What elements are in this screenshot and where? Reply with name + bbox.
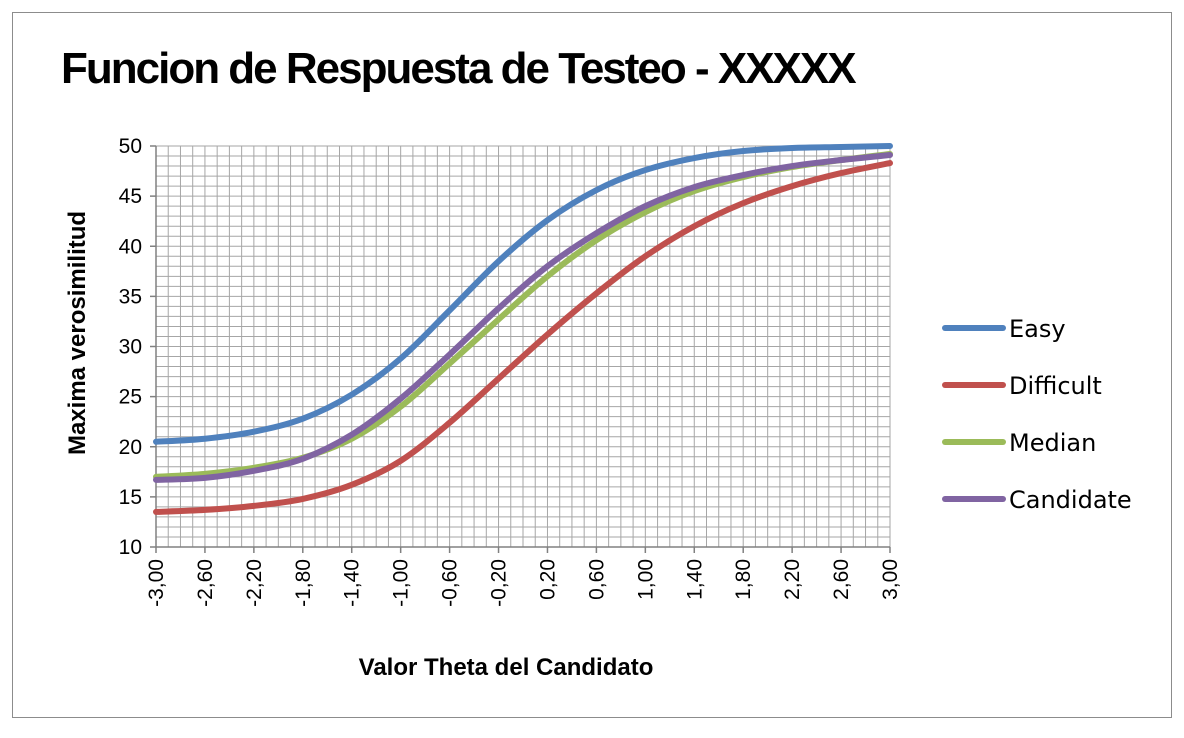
y-tick-label: 35 — [119, 285, 142, 308]
x-tick-label: 1,00 — [634, 559, 657, 600]
y-tick-label: 15 — [119, 486, 142, 509]
y-tick-label: 30 — [119, 336, 142, 359]
x-tick-label: 2,20 — [781, 559, 804, 600]
line-chart: Funcion de Respuesta de Testeo - XXXXX 1… — [61, 44, 1132, 681]
series-line-candidate — [153, 152, 893, 483]
y-tick-label: 20 — [119, 436, 142, 459]
series-line-easy — [153, 143, 893, 445]
x-tick-label: 0,60 — [585, 559, 608, 600]
x-tick-label: -0,20 — [488, 559, 511, 607]
x-tick-label: -2,60 — [194, 559, 217, 607]
legend-label-easy: Easy — [1009, 315, 1066, 343]
legend-label-difficult: Difficult — [1009, 372, 1102, 400]
series-lines — [153, 143, 893, 515]
y-tick-label: 10 — [119, 536, 142, 559]
y-tick-labels: 10 15 20 25 30 35 40 45 50 — [119, 135, 156, 559]
x-tick-label: 1,80 — [732, 559, 755, 600]
y-axis-title: Maxima verosimilitud — [64, 211, 91, 455]
x-tick-label: 2,60 — [830, 559, 853, 600]
x-tick-label: -3,00 — [145, 559, 168, 607]
chart-title: Funcion de Respuesta de Testeo - XXXXX — [61, 44, 856, 93]
x-tick-label: -1,80 — [292, 559, 315, 607]
x-tick-label: -2,20 — [243, 559, 266, 607]
x-axis-title: Valor Theta del Candidato — [359, 654, 654, 681]
y-tick-label: 45 — [119, 185, 142, 208]
chart-frame: Funcion de Respuesta de Testeo - XXXXX 1… — [12, 12, 1172, 718]
x-tick-labels: -3,00 -2,60 -2,20 -1,80 -1,40 -1,00 -0,60 -0,20… — [145, 547, 902, 607]
x-tick-label: 3,00 — [879, 559, 902, 600]
x-tick-label: -0,60 — [439, 559, 462, 607]
legend-label-candidate: Candidate — [1009, 486, 1132, 514]
legend-label-median: Median — [1009, 429, 1096, 457]
x-tick-label: 0,20 — [536, 559, 559, 600]
legend: Easy Difficult Median Candidate — [942, 315, 1132, 514]
y-tick-label: 25 — [119, 386, 142, 409]
x-tick-label: -1,00 — [390, 559, 413, 607]
y-tick-label: 50 — [119, 135, 142, 158]
plot-grid — [155, 145, 891, 548]
x-tick-label: -1,40 — [341, 559, 364, 607]
y-tick-label: 40 — [119, 235, 142, 258]
x-tick-label: 1,40 — [683, 559, 706, 600]
series-line-difficult — [153, 160, 893, 515]
